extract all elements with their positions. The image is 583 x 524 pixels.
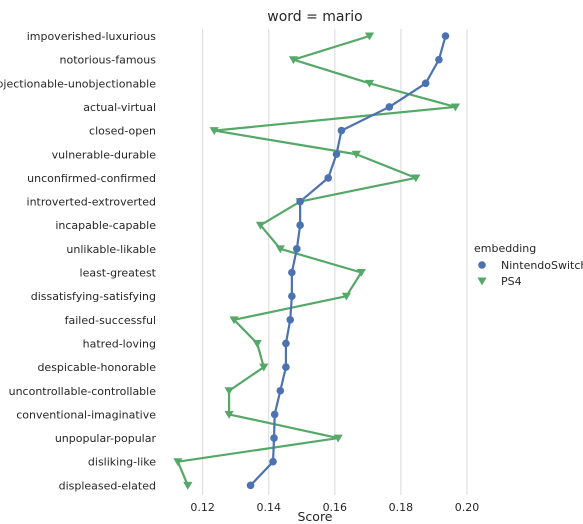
point-NintendoSwitch — [288, 292, 296, 300]
point-NintendoSwitch — [441, 32, 450, 40]
point-PS4 — [209, 127, 219, 135]
x-tick-label: 0.16 — [323, 501, 348, 514]
y-tick-label: least-greatest — [80, 267, 157, 280]
point-NintendoSwitch — [270, 434, 278, 442]
point-PS4 — [259, 363, 269, 372]
y-tick-label: dissatisfying-satisfying — [31, 290, 156, 303]
point-PS4 — [252, 340, 262, 348]
y-tick-label: introverted-extroverted — [27, 196, 156, 209]
x-axis-title: Score — [297, 509, 332, 524]
point-PS4 — [450, 103, 461, 112]
series-line-NintendoSwitch — [249, 35, 447, 487]
point-PS4 — [224, 410, 234, 419]
y-tick-label: actual-virtual — [83, 101, 156, 114]
point-PS4 — [288, 56, 299, 65]
point-NintendoSwitch — [385, 103, 394, 111]
y-tick-label: disliking-like — [88, 456, 156, 469]
legend-title: embedding — [474, 242, 536, 255]
point-PS4 — [364, 79, 375, 88]
y-tick-label: hatred-loving — [83, 337, 156, 350]
point-PS4 — [229, 316, 239, 325]
point-NintendoSwitch — [286, 316, 295, 324]
point-PS4 — [275, 245, 285, 254]
point-PS4 — [224, 387, 234, 396]
x-tick-label: 0.18 — [389, 501, 414, 514]
point-NintendoSwitch — [337, 126, 346, 135]
point-NintendoSwitch — [246, 481, 255, 490]
series-lines — [176, 34, 457, 487]
point-NintendoSwitch — [288, 268, 296, 277]
point-NintendoSwitch — [296, 221, 304, 229]
legend-marker-NintendoSwitch — [478, 261, 486, 269]
x-tick-labels: 0.12 0.14 0.16 0.18 0.20 — [190, 501, 479, 514]
point-NintendoSwitch — [269, 457, 277, 466]
point-NintendoSwitch — [276, 386, 285, 395]
y-tick-label: unconfirmed-confirmed — [27, 172, 156, 185]
point-NintendoSwitch — [332, 150, 341, 159]
y-tick-label: failed-successful — [65, 314, 156, 327]
point-NintendoSwitch — [296, 197, 304, 206]
point-PS4 — [356, 269, 366, 277]
y-tick-label: unpopular-popular — [55, 432, 157, 445]
point-PS4 — [411, 174, 421, 183]
point-PS4 — [333, 434, 343, 443]
legend: embedding NintendoSwitch PS4 — [474, 242, 583, 288]
chart-title: word = mario — [267, 9, 362, 25]
point-PS4 — [351, 150, 361, 159]
x-tick-label: 0.14 — [256, 501, 281, 514]
point-NintendoSwitch — [324, 174, 333, 182]
point-PS4 — [173, 458, 183, 467]
y-tick-label: incapable-capable — [55, 219, 156, 232]
y-tick-label: displeased-elated — [59, 479, 156, 492]
x-tick-label: 0.12 — [190, 501, 215, 514]
point-NintendoSwitch — [421, 79, 430, 88]
y-tick-label: despicable-honorable — [37, 361, 156, 374]
y-tick-label: objectionable-unobjectionable — [0, 77, 156, 90]
series-markers — [173, 32, 461, 490]
series-line-PS4 — [176, 34, 457, 486]
y-tick-label: impoverished-luxurious — [27, 30, 157, 43]
point-NintendoSwitch — [435, 55, 443, 64]
point-PS4 — [183, 481, 193, 490]
legend-marker-PS4 — [477, 277, 487, 286]
point-NintendoSwitch — [282, 363, 290, 371]
legend-label-PS4: PS4 — [501, 275, 522, 288]
point-NintendoSwitch — [270, 410, 279, 419]
y-tick-label: unlikable-likable — [66, 243, 156, 256]
gridlines — [202, 29, 468, 495]
y-tick-label: closed-open — [89, 125, 156, 138]
y-tick-label: conventional-imaginative — [16, 408, 156, 421]
point-NintendoSwitch — [293, 245, 301, 253]
y-tick-label: vulnerable-durable — [52, 148, 157, 161]
point-NintendoSwitch — [282, 339, 290, 348]
y-tick-label: notorious-famous — [60, 54, 157, 67]
legend-label-NintendoSwitch: NintendoSwitch — [501, 259, 583, 272]
x-tick-label: 0.20 — [455, 501, 480, 514]
point-PS4 — [364, 32, 375, 41]
point-PS4 — [341, 292, 351, 301]
point-PS4 — [255, 221, 266, 230]
y-tick-labels: impoverished-luxurious notorious-famous ob… — [0, 30, 157, 492]
y-tick-label: uncontrollable-controllable — [9, 385, 157, 398]
